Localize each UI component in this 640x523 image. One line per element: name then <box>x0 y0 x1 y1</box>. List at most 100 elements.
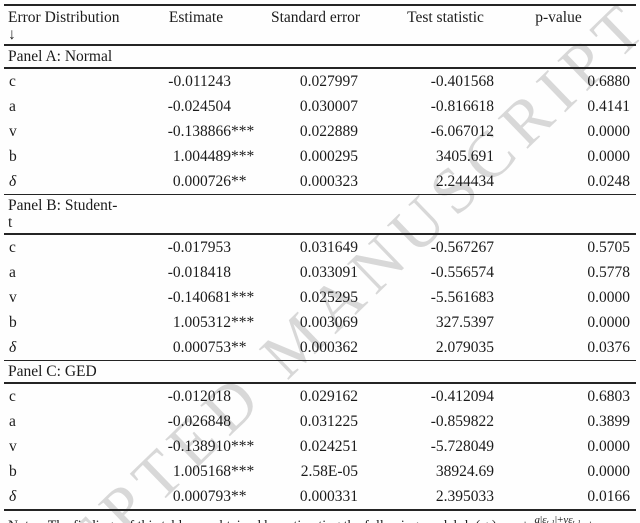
panel-b-header-row: Panel B: Student- t <box>4 194 636 235</box>
test-statistic-cell: -0.816618 <box>430 98 494 115</box>
estimate-cell: 1.005168*** <box>140 459 254 484</box>
param-label: b <box>9 314 17 331</box>
panel-a-header-row: Panel A: Normal <box>4 45 636 68</box>
std-error-cell: 0.000295 <box>299 148 358 165</box>
std-error-cell: 0.000331 <box>299 488 358 505</box>
test-statistic-cell: -6.067012 <box>430 123 494 140</box>
row-c-a: a -0.026848 0.031225 -0.859822 0.3899 <box>4 409 636 434</box>
estimate-value: -0.026848 <box>167 413 231 430</box>
estimate-value: 0.000753 <box>172 339 231 356</box>
std-error-cell: 0.031649 <box>299 239 358 256</box>
row-a-c: c -0.011243 0.027997 -0.401568 0.6880 <box>4 68 636 94</box>
test-statistic-cell: 2.079035 <box>435 339 494 356</box>
significance-stars: *** <box>231 314 255 331</box>
row-b-b: b 1.005312*** 0.003069 327.5397 0.0000 <box>4 310 636 335</box>
formula-plus-tail: + <box>583 519 594 523</box>
p-value-cell: 0.5778 <box>587 264 630 281</box>
p-value-cell: 0.0000 <box>587 438 630 455</box>
formula-c: c <box>511 519 517 523</box>
estimate-cell: -0.011243 <box>140 68 252 94</box>
model-fraction: a|εt-1|+vεt-1σt-1 <box>533 514 583 523</box>
test-statistic-cell: 2.395033 <box>435 488 494 505</box>
estimate-value: -0.012018 <box>167 388 231 405</box>
estimate-cell: 1.005312*** <box>140 310 255 335</box>
estimate-cell: -0.140681*** <box>140 285 255 310</box>
header-test-statistic: Test statistic <box>407 9 484 26</box>
param-label: δ <box>9 488 17 505</box>
header-p-value: p-value <box>535 9 582 26</box>
estimate-cell: 0.000726** <box>140 169 252 195</box>
test-statistic-cell: -5.728049 <box>430 438 494 455</box>
test-statistic-cell: -0.412094 <box>430 388 494 405</box>
significance-stars: ** <box>231 488 247 505</box>
formula-epsilon: ε <box>542 514 547 523</box>
estimate-value: -0.138910 <box>167 438 231 455</box>
param-label: c <box>9 73 16 90</box>
row-b-delta: δ 0.000753** 0.000362 2.079035 0.0376 <box>4 335 636 361</box>
fraction-numerator: a|εt-1|+vεt-1 <box>533 514 583 523</box>
p-value-cell: 0.0000 <box>587 289 630 306</box>
estimate-cell: 0.000793** <box>140 484 252 510</box>
estimate-value: -0.138866 <box>167 123 231 140</box>
param-label: v <box>9 123 17 140</box>
estimate-cell: 1.004489*** <box>140 144 255 169</box>
param-label: v <box>9 438 17 455</box>
std-error-cell: 0.029162 <box>299 388 358 405</box>
test-statistic-cell: 327.5397 <box>435 314 494 331</box>
std-error-cell: 0.033091 <box>299 264 358 281</box>
p-value-cell: 0.4141 <box>587 98 630 115</box>
panel-b-label: Panel B: Student- t <box>4 195 636 235</box>
param-label: a <box>9 98 16 115</box>
header-error-distribution: Error Distribution ↓ <box>4 5 140 45</box>
formula-ln: ln( <box>465 519 481 523</box>
estimate-cell: -0.024504 <box>140 94 252 119</box>
abs-bar: | <box>540 514 543 523</box>
notes-intro-text: Notes: The findings of this table are ob… <box>8 519 465 523</box>
significance-stars: *** <box>231 148 255 165</box>
formula-sub-tm1: t-1 <box>546 518 555 523</box>
results-table: Error Distribution ↓ Estimate Standard e… <box>4 4 636 511</box>
row-c-b: b 1.005168*** 2.58E-05 38924.69 0.0000 <box>4 459 636 484</box>
estimate-value: 0.000793 <box>172 488 231 505</box>
std-error-cell: 0.030007 <box>299 98 358 115</box>
panel-c-label: Panel C: GED <box>8 363 97 380</box>
estimate-value: 0.000726 <box>172 173 231 190</box>
row-a-b: b 1.004489*** 0.000295 3405.691 0.0000 <box>4 144 636 169</box>
estimate-value: -0.017953 <box>167 239 231 256</box>
formula-sub-tm1: t-1 <box>572 518 581 523</box>
panel-a-label: Panel A: Normal <box>8 48 113 65</box>
significance-stars: *** <box>231 438 255 455</box>
formula-sigma: σ <box>480 519 487 523</box>
formula-v-epsilon: vε <box>563 514 573 523</box>
estimate-value: -0.024504 <box>167 98 231 115</box>
estimate-cell: -0.138866*** <box>140 119 255 144</box>
test-statistic-cell: 2.244434 <box>435 173 494 190</box>
table-header-row: Error Distribution ↓ Estimate Standard e… <box>4 5 636 45</box>
significance-stars: *** <box>231 289 255 306</box>
abs-bar-plus: |+ <box>554 514 564 523</box>
down-arrow-icon: ↓ <box>8 26 16 43</box>
std-error-cell: 0.000362 <box>299 339 358 356</box>
test-statistic-cell: -5.561683 <box>430 289 494 306</box>
test-statistic-cell: -0.859822 <box>430 413 494 430</box>
header-standard-error: Standard error <box>270 9 361 26</box>
row-b-a: a -0.018418 0.033091 -0.556574 0.5778 <box>4 260 636 285</box>
estimate-cell: -0.018418 <box>140 260 252 285</box>
p-value-cell: 0.3899 <box>587 413 630 430</box>
estimate-value: 1.004489 <box>172 148 231 165</box>
estimate-value: -0.011243 <box>168 73 231 90</box>
p-value-cell: 0.0248 <box>587 173 630 190</box>
std-error-cell: 0.000323 <box>299 173 358 190</box>
header-error-distribution-text: Error Distribution <box>8 9 120 26</box>
row-c-v: v -0.138910*** 0.024251 -5.728049 0.0000 <box>4 434 636 459</box>
p-value-cell: 0.0000 <box>587 463 630 480</box>
formula-a: a <box>534 514 541 523</box>
std-error-cell: 0.003069 <box>299 314 358 331</box>
p-value-cell: 0.0000 <box>587 314 630 331</box>
significance-stars: ** <box>231 173 247 190</box>
estimate-value: -0.018418 <box>167 264 231 281</box>
p-value-cell: 0.6803 <box>587 388 630 405</box>
estimate-cell: -0.138910*** <box>140 434 255 459</box>
notes-line-1: Notes: The findings of this table are ob… <box>8 514 634 523</box>
